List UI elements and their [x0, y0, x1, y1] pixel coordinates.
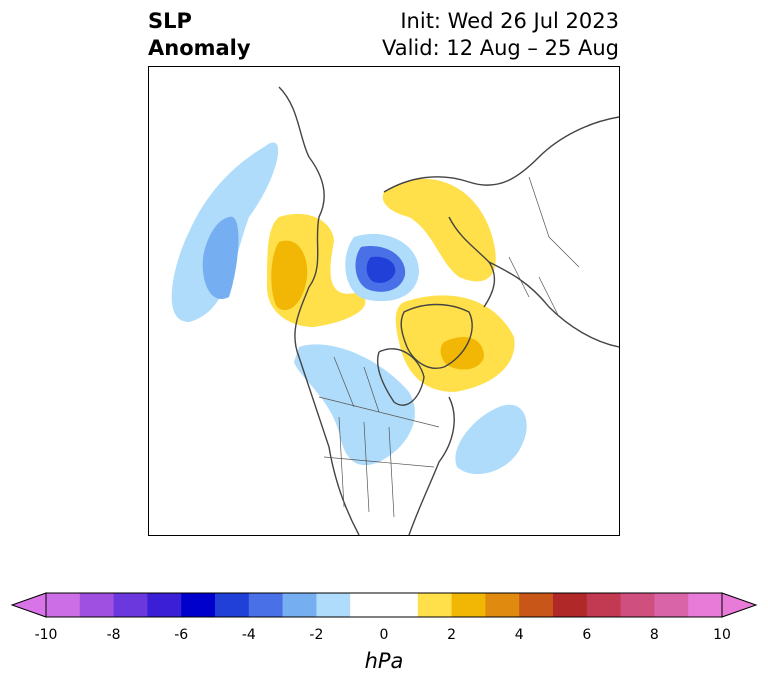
- colorbar-under-arrow: [10, 592, 47, 618]
- arctic-low-core: [366, 256, 396, 283]
- colorbar-tick-label: 0: [379, 627, 389, 643]
- colorbar-segment: [181, 593, 216, 617]
- anomaly-shading: [171, 142, 527, 475]
- colorbar-segment: [620, 593, 655, 617]
- colorbar-segment: [147, 593, 182, 617]
- hudson-bay-coast: [377, 348, 425, 406]
- colorbar-segment: [451, 593, 486, 617]
- colorbar-segment: [350, 593, 385, 617]
- siberia-high-outer: [382, 178, 496, 282]
- colorbar-segment: [485, 593, 520, 617]
- colorbar-outline: [45, 592, 723, 618]
- title-line-1: SLP: [148, 9, 192, 33]
- central-na-low: [294, 344, 415, 466]
- coastlines: [278, 86, 619, 535]
- colorbar-tick-label: 10: [713, 627, 731, 643]
- colorbar-segment: [113, 593, 148, 617]
- colorbar-unit-label: hPa: [364, 649, 404, 673]
- border-europe: [508, 256, 560, 318]
- colorbar-segment: [316, 593, 351, 617]
- greenland-coast: [400, 303, 473, 369]
- colorbar-segment: [46, 593, 81, 617]
- valid-range: Valid: 12 Aug – 25 Aug: [381, 36, 619, 60]
- border-us-states-1: [338, 416, 345, 508]
- colorbar-tick-label: -10: [34, 627, 58, 643]
- north-pacific-low-inner: [202, 216, 239, 299]
- north-atlantic-low: [455, 404, 527, 475]
- colorbar-tick-label: 4: [514, 627, 524, 643]
- colorbar-segment: [417, 593, 453, 617]
- colorbar-tick-label: 2: [447, 627, 457, 643]
- east-coast: [408, 396, 455, 535]
- colorbar-segment: [654, 593, 689, 617]
- political-borders: [318, 176, 580, 518]
- colorbar-tick-label: 6: [582, 627, 592, 643]
- border-us-states-4: [323, 456, 435, 468]
- colorbar-tick-label: 8: [649, 627, 659, 643]
- colorbar-segment: [688, 593, 723, 617]
- init-date: Init: Wed 26 Jul 2023: [400, 9, 619, 33]
- colorbar-tick-label: -4: [241, 627, 256, 643]
- colorbar: [10, 592, 758, 618]
- colorbar-segment: [586, 593, 622, 617]
- colorbar-tick-label: -2: [309, 627, 324, 643]
- colorbar-segment: [215, 593, 250, 617]
- colorbar-segment: [384, 593, 419, 617]
- colorbar-segment: [519, 593, 554, 617]
- colorbar-tick-label: -8: [106, 627, 121, 643]
- colorbar-segment: [553, 593, 588, 617]
- europe-coast: [488, 261, 619, 348]
- colorbar-segment: [79, 593, 115, 617]
- border-canada-provinces: [333, 356, 380, 413]
- colorbar-tick-label: -6: [174, 627, 189, 643]
- border-us-states-3: [388, 426, 395, 518]
- eurasia-coast: [383, 116, 619, 193]
- colorbar-segment: [248, 593, 284, 617]
- colorbar-segment: [282, 593, 317, 617]
- border-us-states-2: [363, 421, 370, 513]
- chart-title: SLP Anomaly: [148, 8, 251, 62]
- anomaly-map: [148, 66, 620, 536]
- border-russia: [528, 176, 580, 268]
- greenland-high-inner: [440, 337, 484, 370]
- map-canvas: [171, 86, 619, 535]
- title-line-2: Anomaly: [148, 36, 251, 60]
- alaska-high-inner: [271, 240, 308, 311]
- forecast-dates: Init: Wed 26 Jul 2023 Valid: 12 Aug – 25…: [382, 8, 619, 62]
- north-america-coast: [278, 86, 360, 535]
- colorbar-over-arrow: [721, 592, 758, 618]
